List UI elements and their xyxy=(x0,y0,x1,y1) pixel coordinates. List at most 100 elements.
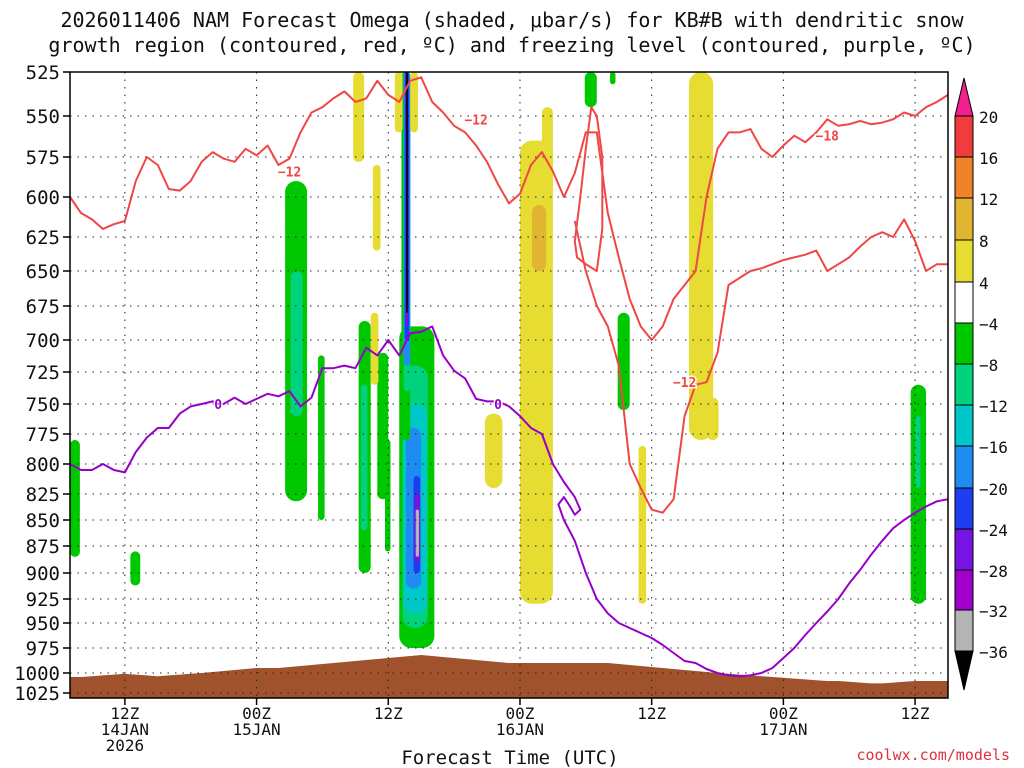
x-axis-title: Forecast Time (UTC) xyxy=(401,747,618,768)
colorbar-label: 8 xyxy=(979,232,989,251)
y-tick-label: 675 xyxy=(26,296,60,318)
x-tick-label: 16JAN xyxy=(496,720,544,739)
y-tick-label: 975 xyxy=(26,638,60,660)
y-tick-label: 825 xyxy=(26,484,60,506)
colorbar-band xyxy=(954,115,974,158)
plot-frame xyxy=(69,71,949,699)
colorbar: 20 16 12 8 4 −4 −8 −12 −16 −20 −24 −28 −32 −36 xyxy=(954,77,1008,691)
contour-labels: −12 −12 −18 −12 0 0 xyxy=(213,112,841,415)
colorbar-label: 12 xyxy=(979,190,998,209)
omega-area xyxy=(406,72,408,313)
omega-area xyxy=(706,397,719,440)
omega-area xyxy=(130,551,141,586)
contour-label: −12 xyxy=(278,165,301,180)
freezing-level-contour xyxy=(69,325,949,678)
colorbar-band xyxy=(954,322,974,365)
x-tick-label: 00Z xyxy=(506,704,535,723)
omega-area xyxy=(584,72,597,108)
colorbar-label: −8 xyxy=(979,356,998,375)
terrain xyxy=(70,655,948,698)
y-tick-label: 575 xyxy=(26,147,60,169)
contour-label: −12 xyxy=(464,113,487,128)
omega-area xyxy=(290,271,303,416)
y-tick-label: 900 xyxy=(26,563,60,585)
x-tick-label: 2026 xyxy=(106,736,145,755)
contour-label: 0 xyxy=(494,398,502,413)
y-tick-label: 525 xyxy=(26,62,60,84)
colorbar-band xyxy=(954,528,974,571)
chart-title-line2: growth region (contoured, red, ºC) and f… xyxy=(48,33,976,57)
colorbar-label: −20 xyxy=(979,480,1008,499)
dgz-contour-loop xyxy=(573,106,604,272)
colorbar-band xyxy=(954,363,974,406)
omega-area xyxy=(609,72,616,85)
omega-area xyxy=(688,72,714,440)
omega-area xyxy=(484,413,503,488)
colorbar-label: −24 xyxy=(979,521,1008,540)
colorbar-label: −28 xyxy=(979,562,1008,581)
omega-area xyxy=(915,416,921,488)
contour-label: −12 xyxy=(673,376,696,391)
omega-area xyxy=(638,446,647,604)
colorbar-label: −32 xyxy=(979,602,1008,621)
omega-area xyxy=(617,312,630,410)
contour-label: −18 xyxy=(816,130,840,145)
x-tick-label: 12Z xyxy=(901,704,930,723)
colorbar-label: −36 xyxy=(979,643,1008,662)
credit-text: coolwx.com/models xyxy=(856,746,1010,764)
dgz-contour-upper xyxy=(69,76,949,341)
contour-label: 0 xyxy=(214,398,222,413)
y-tick-label: 600 xyxy=(26,187,60,209)
terrain-area xyxy=(70,655,948,698)
chart-title-line1: 2026011406 NAM Forecast Omega (shaded, μ… xyxy=(60,8,964,32)
colorbar-label: 20 xyxy=(979,108,998,127)
omega-shading xyxy=(70,72,927,648)
omega-area xyxy=(370,312,379,385)
y-tick-label: 725 xyxy=(26,362,60,384)
colorbar-band xyxy=(954,487,974,530)
y-tick-label: 550 xyxy=(26,106,60,128)
colorbar-band xyxy=(954,569,974,611)
colorbar-cap-bottom xyxy=(954,650,974,691)
x-tick-label: 12Z xyxy=(374,704,403,723)
colorbar-band xyxy=(954,445,974,489)
y-tick-label: 1025 xyxy=(14,683,60,705)
y-tick-label: 775 xyxy=(26,424,60,446)
y-tick-label: 850 xyxy=(26,510,60,532)
dgz-contour-lower xyxy=(573,218,948,514)
x-tick-label: 12Z xyxy=(637,704,666,723)
colorbar-band xyxy=(954,156,974,199)
omega-area xyxy=(70,440,80,557)
y-tick-label: 800 xyxy=(26,454,60,476)
colorbar-label: 16 xyxy=(979,149,998,168)
omega-area xyxy=(353,72,365,162)
omega-area xyxy=(410,72,418,133)
x-tick-label: 00Z xyxy=(242,704,271,723)
colorbar-band xyxy=(954,404,974,447)
colorbar-label: 4 xyxy=(979,274,989,293)
x-tick-label: 00Z xyxy=(769,704,798,723)
colorbar-cap-top xyxy=(954,77,974,117)
colorbar-band xyxy=(954,281,974,324)
colorbar-label: −4 xyxy=(979,315,998,334)
y-tick-label: 625 xyxy=(26,227,60,249)
x-tick-label: 15JAN xyxy=(232,720,280,739)
omega-area xyxy=(372,165,381,251)
x-tick-label: 17JAN xyxy=(759,720,807,739)
omega-area xyxy=(318,355,325,520)
y-tick-label: 1000 xyxy=(14,663,60,685)
colorbar-band xyxy=(954,609,974,652)
omega-area xyxy=(360,384,368,531)
omega-area xyxy=(415,509,420,557)
y-axis: 525 550 575 600 625 650 675 700 725 750 775 800 825 8… xyxy=(14,62,70,705)
x-tick-label: 12Z xyxy=(110,704,139,723)
grid xyxy=(70,71,948,698)
colorbar-label: −16 xyxy=(979,438,1008,457)
y-tick-label: 950 xyxy=(26,613,60,635)
y-tick-label: 875 xyxy=(26,536,60,558)
y-tick-label: 650 xyxy=(26,261,60,283)
colorbar-band xyxy=(954,239,974,283)
